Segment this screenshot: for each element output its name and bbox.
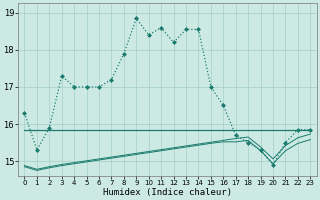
X-axis label: Humidex (Indice chaleur): Humidex (Indice chaleur): [103, 188, 232, 197]
